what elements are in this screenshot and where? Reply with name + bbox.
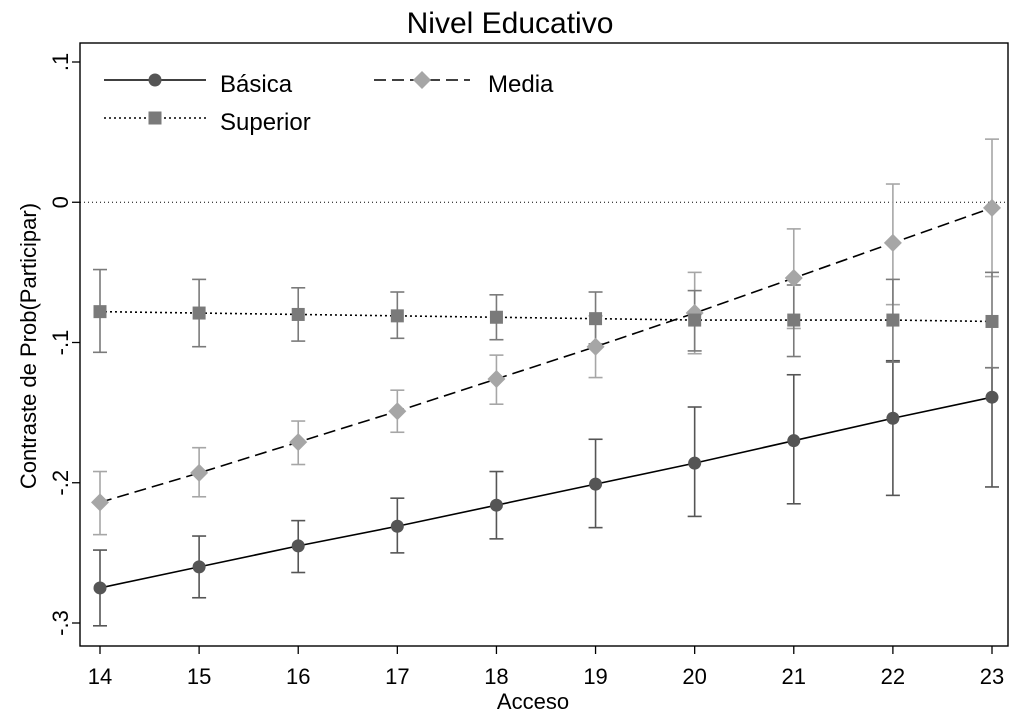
legend-item-superior: Superior <box>104 109 311 136</box>
y-axis-title: Contraste de Prob(Participar) <box>16 203 41 489</box>
x-tick-label: 18 <box>484 664 508 689</box>
y-tick-label: -.2 <box>48 470 73 496</box>
data-point <box>93 305 107 319</box>
x-axis-title: Acceso <box>497 689 569 713</box>
y-tick-label: -.1 <box>48 330 73 356</box>
data-point <box>289 433 308 452</box>
data-point <box>688 456 702 470</box>
legend-swatch-marker <box>148 111 162 125</box>
data-point <box>489 498 503 512</box>
data-point <box>589 477 603 491</box>
plot-area <box>79 42 1009 647</box>
data-point <box>886 411 900 425</box>
data-point <box>190 463 209 482</box>
x-tick-label: 14 <box>88 664 112 689</box>
y-tick-label: -.3 <box>48 610 73 636</box>
legend-swatch-marker <box>413 71 431 89</box>
series-layer <box>91 138 1001 627</box>
data-point <box>784 268 803 287</box>
legend-label: Superior <box>220 109 311 136</box>
data-point <box>589 312 603 326</box>
data-point <box>93 581 107 595</box>
legend-swatch-marker <box>148 73 162 87</box>
x-tick-label: 20 <box>682 664 706 689</box>
data-point <box>787 434 801 448</box>
data-point <box>390 309 404 323</box>
data-point <box>388 402 407 421</box>
data-point <box>586 337 605 356</box>
data-point <box>487 369 506 388</box>
series-line-media <box>99 207 993 504</box>
data-point <box>291 539 305 553</box>
data-point <box>91 493 109 512</box>
series-line-bsica <box>99 396 993 589</box>
data-point <box>192 306 206 320</box>
data-point <box>390 519 404 533</box>
series-media-points <box>91 198 1001 512</box>
x-tick-label: 15 <box>187 664 211 689</box>
x-tick-label: 21 <box>782 664 806 689</box>
x-tick-label: 22 <box>881 664 905 689</box>
data-point <box>489 310 503 324</box>
data-point <box>291 307 305 321</box>
y-tick-label: 0 <box>48 196 73 208</box>
data-point <box>983 198 1001 217</box>
plot-border <box>79 42 1009 647</box>
chart-title: Nivel Educativo <box>407 7 614 40</box>
series-bsica-points <box>93 390 999 595</box>
data-point <box>787 313 801 327</box>
data-point <box>688 313 702 327</box>
data-point <box>886 313 900 327</box>
x-tick-label: 16 <box>286 664 310 689</box>
legend-label: Básica <box>220 71 293 98</box>
axes-layer: 14 15 16 17 18 19 20 21 22 23 -.3 -.2 -.1 0 .1 <box>48 53 1004 689</box>
data-point <box>985 390 999 404</box>
series-superior-points <box>93 305 999 328</box>
data-point <box>985 314 999 328</box>
y-tick-label: .1 <box>48 53 73 71</box>
series-line-superior <box>99 310 993 323</box>
x-tick-label: 17 <box>385 664 409 689</box>
x-tick-label: 23 <box>980 664 1004 689</box>
legend-item-bsica: Básica <box>104 71 293 98</box>
x-tick-label: 19 <box>583 664 607 689</box>
legend: Básica Media Superior <box>104 71 554 136</box>
legend-label: Media <box>488 71 554 98</box>
data-point <box>192 560 206 574</box>
data-point <box>883 233 902 252</box>
legend-item-media: Media <box>374 71 554 98</box>
